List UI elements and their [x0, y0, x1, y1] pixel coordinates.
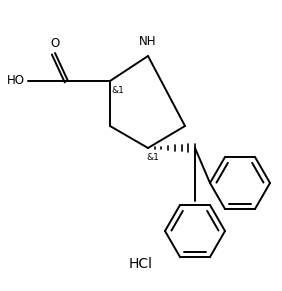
- Text: &1: &1: [146, 153, 159, 162]
- Text: O: O: [50, 37, 60, 50]
- Text: &1: &1: [111, 86, 124, 95]
- Text: NH: NH: [139, 35, 157, 48]
- Text: HO: HO: [7, 74, 25, 88]
- Text: HCl: HCl: [129, 257, 153, 271]
